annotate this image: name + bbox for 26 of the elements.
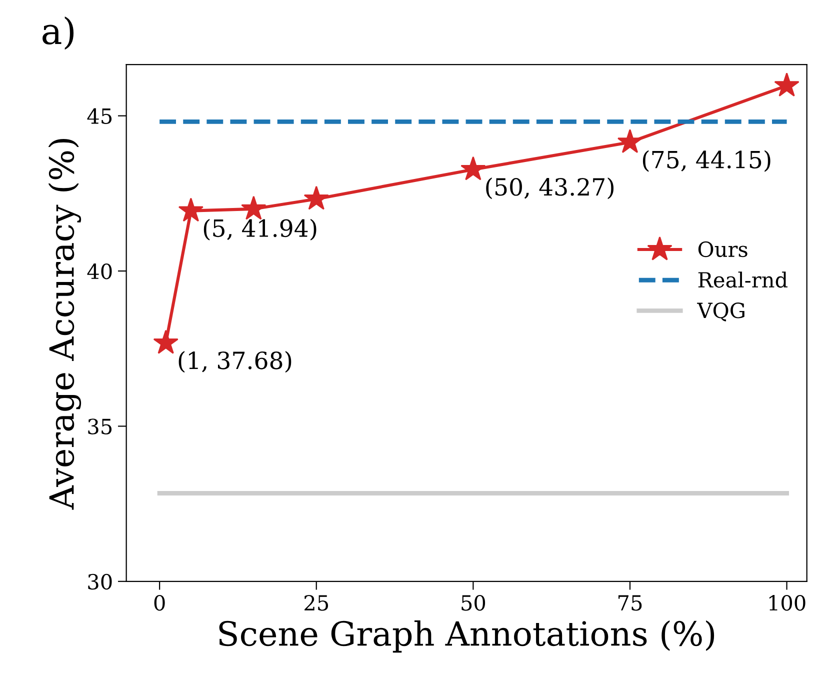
- point: [774, 72, 800, 97]
- annotation: (50, 43.27): [486, 178, 614, 200]
- x-axis-title: Scene Graph Annotations (%): [219, 620, 714, 653]
- point: [178, 198, 204, 222]
- legend-label: VQG: [697, 302, 744, 322]
- legend-label: Ours: [698, 241, 748, 258]
- x-tick-label: 25: [304, 594, 328, 611]
- y-tick-label: 40: [87, 263, 112, 280]
- y-axis-title: Average Accuracy (%): [48, 139, 82, 510]
- point: [617, 129, 643, 154]
- x-tick-label: 0: [154, 594, 165, 611]
- y-tick-label: 45: [87, 108, 112, 124]
- x-tick-label: 50: [462, 594, 486, 611]
- y-tick-label: 30: [88, 574, 112, 590]
- annotation: (75, 44.15): [642, 150, 770, 172]
- point: [241, 196, 266, 220]
- annotation: (1, 37.68): [178, 351, 292, 373]
- x-tick-label: 75: [618, 595, 642, 611]
- point: [460, 156, 486, 180]
- legend-label: Real-rnd: [698, 272, 788, 288]
- annotation: (5, 41.94): [204, 218, 316, 240]
- chart-title: a): [42, 16, 74, 50]
- point: [304, 186, 329, 210]
- x-tick-label: 100: [769, 594, 806, 611]
- y-tick-label: 35: [88, 418, 112, 434]
- point: [153, 330, 178, 354]
